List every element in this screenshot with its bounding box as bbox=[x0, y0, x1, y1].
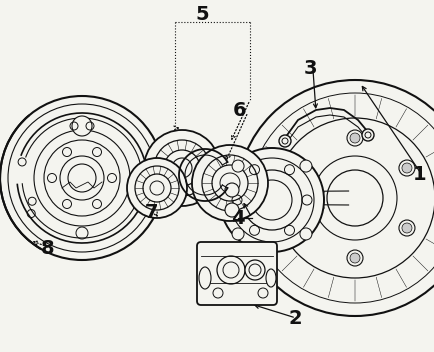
Circle shape bbox=[217, 256, 244, 284]
Ellipse shape bbox=[198, 267, 210, 289]
Circle shape bbox=[349, 133, 359, 143]
Text: 6: 6 bbox=[233, 101, 246, 119]
Circle shape bbox=[257, 288, 267, 298]
Circle shape bbox=[244, 260, 264, 280]
Circle shape bbox=[299, 228, 311, 240]
Circle shape bbox=[68, 164, 96, 192]
Circle shape bbox=[297, 223, 307, 233]
Text: 2: 2 bbox=[287, 308, 301, 327]
Circle shape bbox=[231, 228, 243, 240]
Circle shape bbox=[72, 116, 92, 136]
Circle shape bbox=[326, 170, 382, 226]
Circle shape bbox=[220, 148, 323, 252]
Circle shape bbox=[251, 180, 291, 220]
Circle shape bbox=[297, 163, 307, 173]
Text: 1: 1 bbox=[412, 165, 426, 184]
Circle shape bbox=[299, 160, 311, 172]
Text: 8: 8 bbox=[41, 239, 55, 258]
Circle shape bbox=[127, 158, 187, 218]
Circle shape bbox=[278, 135, 290, 147]
FancyBboxPatch shape bbox=[197, 242, 276, 305]
Circle shape bbox=[0, 96, 164, 260]
Circle shape bbox=[213, 288, 223, 298]
Text: 5: 5 bbox=[195, 5, 208, 24]
Circle shape bbox=[401, 163, 411, 173]
Circle shape bbox=[349, 253, 359, 263]
Circle shape bbox=[224, 183, 238, 197]
Circle shape bbox=[144, 130, 220, 206]
Circle shape bbox=[224, 203, 238, 217]
Circle shape bbox=[361, 129, 373, 141]
Circle shape bbox=[191, 145, 267, 221]
Ellipse shape bbox=[265, 269, 275, 287]
Text: 3: 3 bbox=[302, 58, 316, 77]
Text: 4: 4 bbox=[230, 208, 244, 227]
Text: 7: 7 bbox=[145, 202, 158, 221]
Circle shape bbox=[401, 223, 411, 233]
Circle shape bbox=[237, 80, 434, 316]
Circle shape bbox=[231, 160, 243, 172]
